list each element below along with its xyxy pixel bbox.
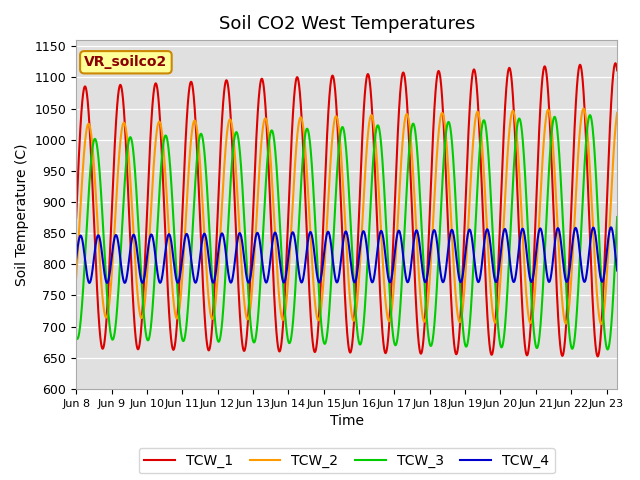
TCW_2 (613, 110, 621, 116)
Line: TCW_2: TCW_2 (76, 108, 617, 324)
TCW_2 (134, 295, 141, 300)
Line: TCW_3: TCW_3 (76, 115, 617, 349)
TCW_4 (613, 268, 621, 274)
TCW_4 (603, 251, 611, 256)
TCW_4 (607, 225, 615, 230)
Title: Soil CO2 West Temperatures: Soil CO2 West Temperatures (218, 15, 475, 33)
TCW_3 (604, 347, 611, 352)
TCW_1 (613, 68, 621, 73)
TCW_3 (72, 335, 80, 340)
TCW_2 (72, 275, 80, 280)
TCW_3 (603, 345, 611, 351)
TCW_1 (280, 313, 287, 319)
TCW_1 (603, 204, 611, 209)
TCW_2 (545, 107, 552, 113)
TCW_4 (72, 256, 80, 262)
Legend: TCW_1, TCW_2, TCW_3, TCW_4: TCW_1, TCW_2, TCW_3, TCW_4 (139, 448, 555, 473)
TCW_3 (613, 214, 621, 220)
TCW_3 (134, 213, 141, 219)
TCW_2 (303, 173, 311, 179)
TCW_2 (603, 272, 611, 277)
TCW_3 (303, 126, 311, 132)
TCW_4 (280, 280, 287, 286)
TCW_2 (598, 321, 605, 327)
TCW_2 (166, 249, 174, 255)
Line: TCW_4: TCW_4 (76, 228, 617, 283)
TCW_4 (134, 256, 142, 262)
X-axis label: Time: Time (330, 414, 364, 428)
TCW_2 (280, 316, 287, 322)
TCW_4 (86, 280, 93, 286)
TCW_1 (545, 92, 552, 97)
TCW_1 (134, 347, 141, 352)
TCW_3 (545, 180, 552, 186)
TCW_3 (166, 161, 174, 167)
TCW_1 (72, 215, 80, 220)
TCW_3 (586, 112, 594, 118)
TCW_2 (580, 106, 588, 111)
TCW_1 (303, 238, 311, 243)
TCW_4 (545, 278, 552, 284)
TCW_3 (280, 289, 287, 295)
TCW_1 (594, 354, 602, 360)
TCW_1 (611, 60, 619, 66)
Y-axis label: Soil Temperature (C): Soil Temperature (C) (15, 143, 29, 286)
Line: TCW_1: TCW_1 (76, 63, 617, 357)
Text: VR_soilco2: VR_soilco2 (84, 55, 168, 69)
TCW_4 (303, 243, 311, 249)
TCW_1 (166, 323, 174, 329)
TCW_4 (166, 233, 174, 239)
